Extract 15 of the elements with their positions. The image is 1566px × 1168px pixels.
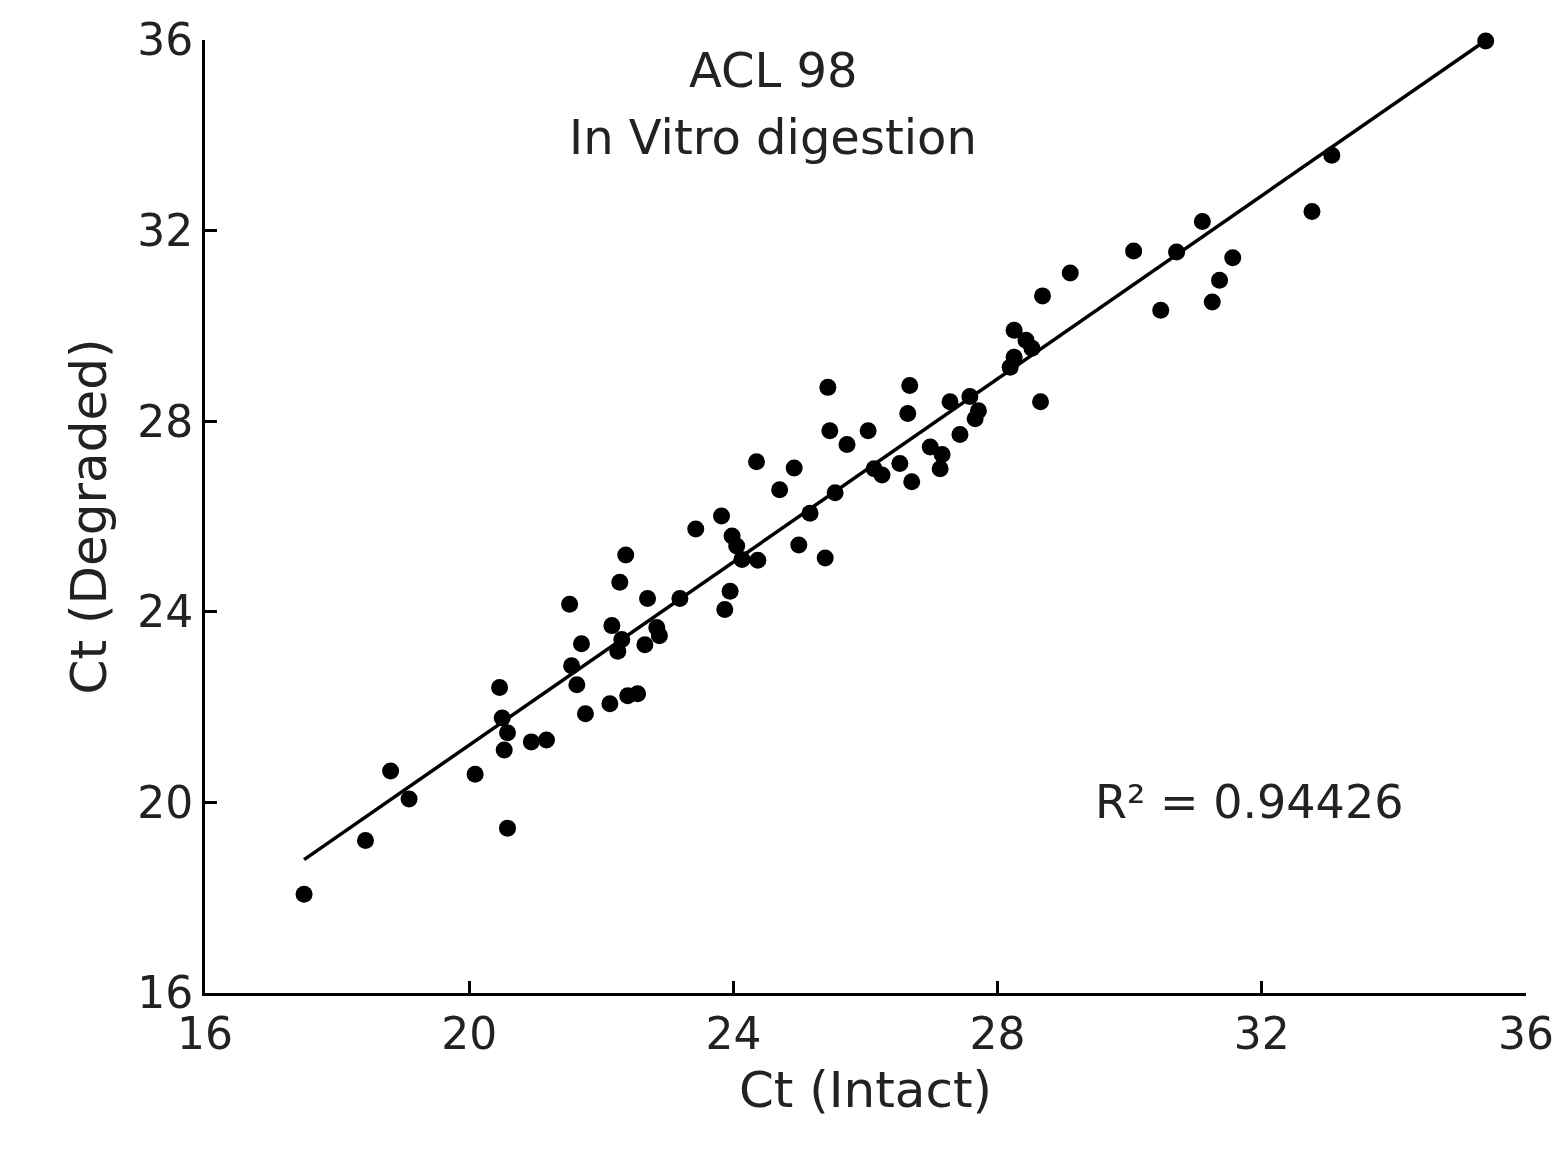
y-tick-label: 24	[137, 586, 194, 638]
annotation: R² = 0.94426	[1095, 775, 1404, 829]
x-tick-label: 28	[969, 1007, 1026, 1059]
x-tick-label: 24	[705, 1007, 762, 1059]
y-axis-title: Ct (Degraded)	[60, 338, 119, 695]
x-tick-label: 20	[441, 1007, 498, 1059]
x-tick-label: 36	[1498, 1007, 1554, 1059]
y-tick-label: 32	[137, 205, 194, 256]
text: In Vitro digestion	[569, 109, 977, 165]
x-axis-title: Ct (Intact)	[738, 1061, 993, 1120]
x-tick-label: 32	[1233, 1007, 1290, 1059]
y-tick-label: 28	[137, 395, 194, 447]
y-tick-label: 20	[137, 776, 194, 828]
y-tick-label: 36	[137, 14, 194, 66]
chart-title: ACL 98	[689, 42, 858, 98]
